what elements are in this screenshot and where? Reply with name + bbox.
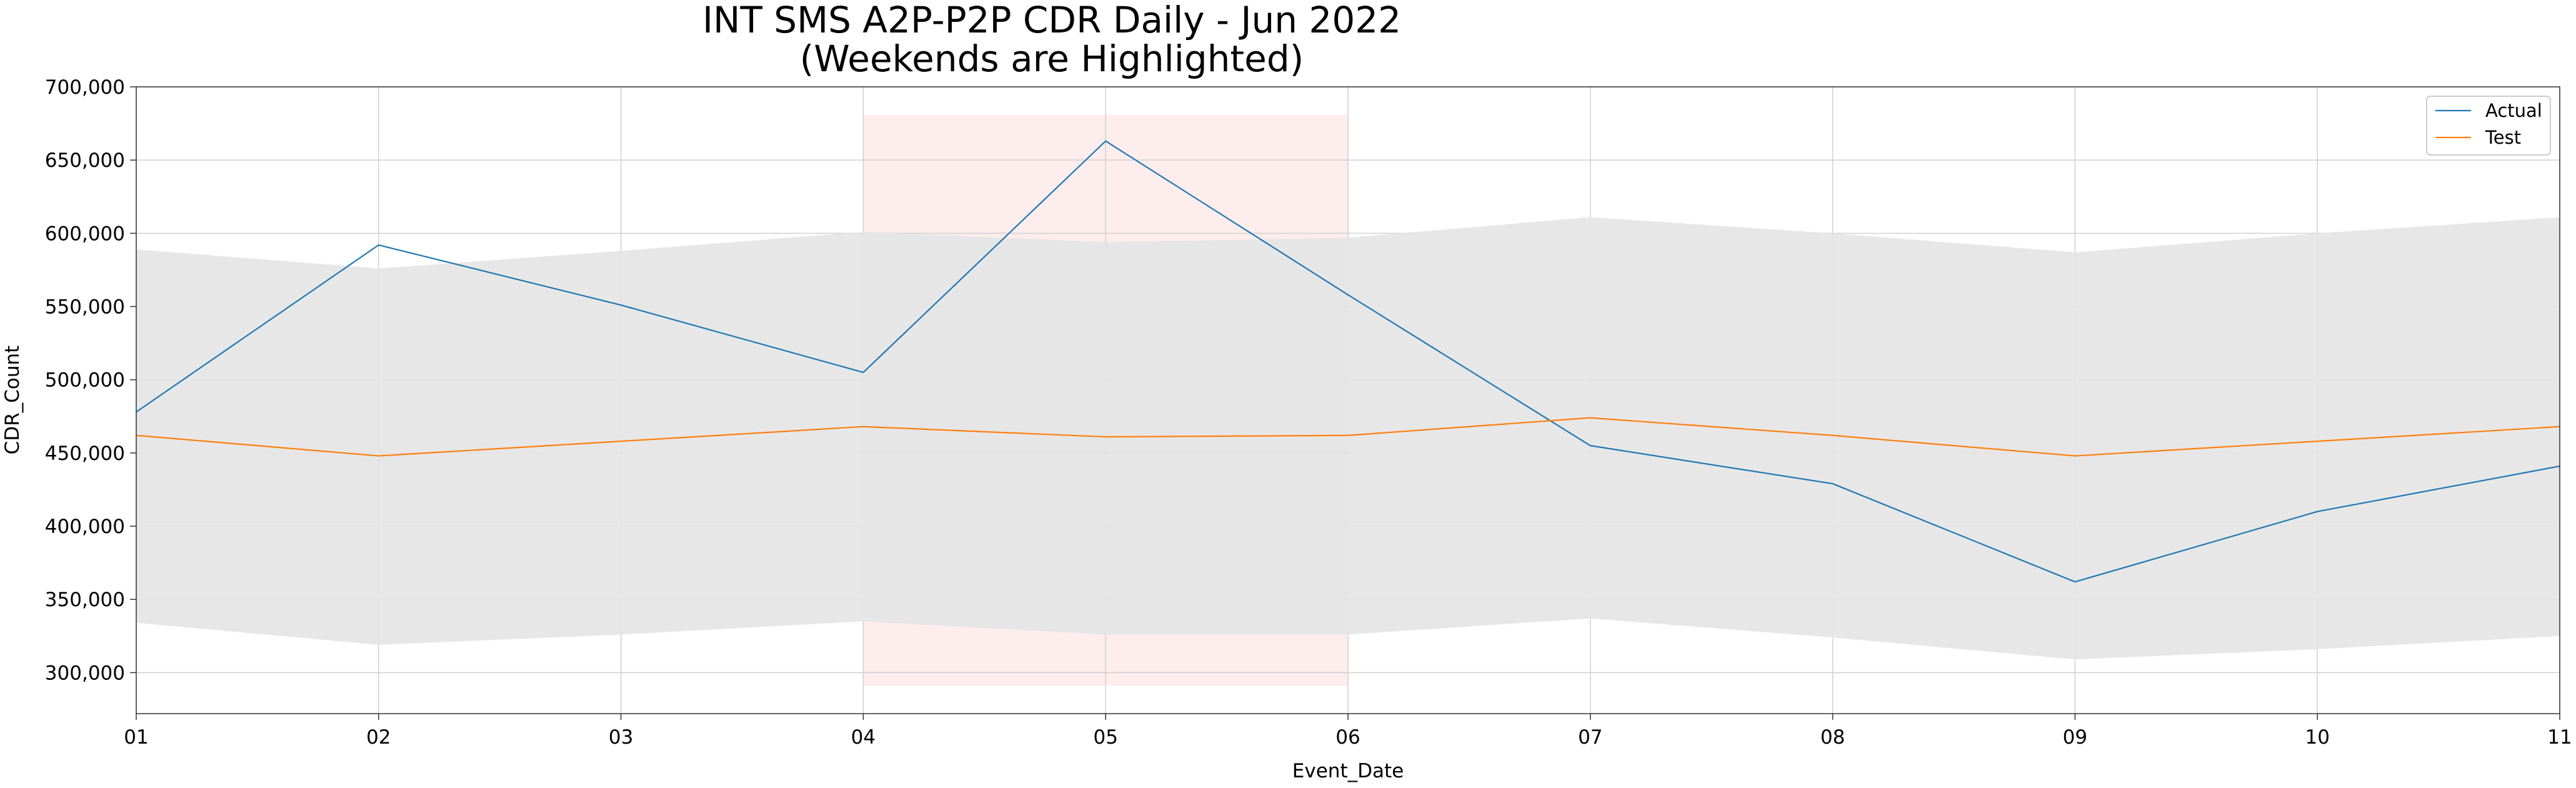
y-axis-ticks: 300,000 350,000 400,000 450,000 500,000 550,0… [45, 76, 136, 684]
y-tick-label: 300,000 [45, 662, 125, 684]
x-tick-label: 06 [1335, 726, 1360, 749]
y-tick-label: 450,000 [45, 442, 125, 465]
x-tick-label: 10 [2305, 726, 2329, 749]
y-tick-label: 650,000 [45, 149, 125, 172]
y-axis-label: CDR_Count [1, 346, 24, 455]
plot-area [136, 86, 2560, 714]
y-tick-label: 350,000 [45, 589, 125, 611]
legend-label-actual: Actual [2485, 100, 2542, 121]
x-tick-label: 01 [124, 726, 148, 749]
series-layer [136, 140, 2560, 583]
chart-title: INT SMS A2P-P2P CDR Daily - Jun 2022 [702, 0, 1401, 41]
x-tick-label: 07 [1578, 726, 1602, 749]
confidence-band-layer [136, 217, 2560, 660]
x-tick-label: 03 [609, 726, 633, 749]
y-tick-label: 500,000 [45, 369, 125, 392]
series-line-test [136, 417, 2560, 457]
x-axis-ticks: 01 02 03 04 05 06 07 08 09 10 11 [124, 714, 2572, 749]
legend-label-test: Test [2485, 127, 2521, 148]
chart-subtitle: (Weekends are Highlighted) [800, 37, 1304, 80]
x-tick-label: 08 [1820, 726, 1845, 749]
x-tick-label: 02 [366, 726, 391, 749]
y-tick-label: 550,000 [45, 296, 125, 319]
legend: Actual Test [2426, 96, 2551, 156]
x-tick-label: 09 [2063, 726, 2087, 749]
y-tick-label: 400,000 [45, 516, 125, 538]
x-tick-label: 04 [851, 726, 876, 749]
x-tick-label: 11 [2547, 726, 2572, 749]
confidence-band [136, 217, 2560, 660]
y-tick-label: 600,000 [45, 222, 125, 245]
x-tick-label: 05 [1093, 726, 1117, 749]
y-tick-label: 700,000 [45, 76, 125, 99]
series-line-actual [136, 140, 2560, 583]
x-axis-label: Event_Date [1292, 760, 1404, 782]
